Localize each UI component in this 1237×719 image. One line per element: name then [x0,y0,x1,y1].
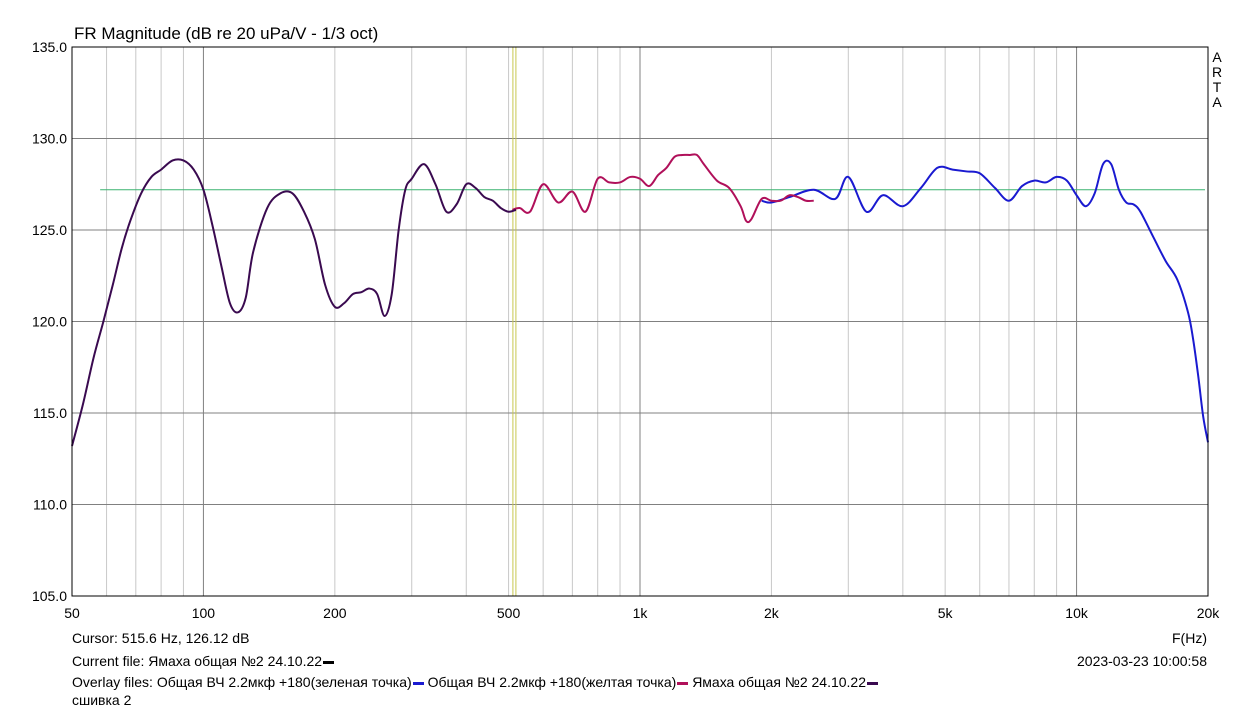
y-tick-label: 120.0 [32,314,67,330]
cursor-readout: Cursor: 515.6 Hz, 126.12 dB [72,630,250,646]
overlay-file-3: Ямаха общая №2 24.10.22 [692,674,866,690]
current-file-swatch [323,660,335,664]
overlay-file-3-swatch [867,681,878,685]
series-line-2 [512,153,814,224]
x-tick-label: 5k [938,605,954,621]
overlay-file-1: Общая ВЧ 2.2мкф +180(зеленая точка) [156,674,412,690]
y-tick-label: 130.0 [32,131,67,147]
x-tick-labels: 50 100 200 500 1k 2k 5k 10k 20k [64,605,1220,621]
overlay-files-continued: сшивка 2 [72,692,132,708]
plot-frame [71,46,1209,597]
x-tick-label: 10k [1065,605,1089,621]
y-tick-labels: 135.0 130.0 125.0 120.0 115.0 110.0 105.0 [32,39,67,604]
series-line-3 [71,158,517,447]
x-tick-label: 200 [323,605,347,621]
y-tick-label: 105.0 [32,588,67,604]
overlay-files-label: Overlay files: [72,674,153,690]
timestamp: 2023-03-23 10:00:58 [1077,653,1207,669]
x-tick-label: 2k [764,605,780,621]
x-tick-label: 1k [633,605,649,621]
y-tick-label: 125.0 [32,222,67,238]
chart-title: FR Magnitude (dB re 20 uPa/V - 1/3 oct) [74,24,378,43]
frequency-axis-label: F(Hz) [1172,630,1207,646]
x-tick-label: 500 [497,605,521,621]
series-lines [71,153,1209,447]
y-tick-label: 110.0 [33,497,67,513]
current-file-label: Current file: Ямаха общая №2 24.10.22 [72,653,323,669]
series-line-1 [761,159,1209,443]
chart-grid [72,46,1208,597]
y-tick-label: 115.0 [33,405,67,421]
x-tick-label: 50 [64,605,80,621]
y-tick-label: 135.0 [32,39,67,55]
current-file: Current file: Ямаха общая №2 24.10.22 [72,653,335,669]
overlay-file-2: Общая ВЧ 2.2мкф +180(желтая точка) [427,674,677,690]
x-tick-label: 20k [1197,605,1221,621]
overlay-file-2-swatch [677,681,689,685]
overlay-files: Overlay files: Общая ВЧ 2.2мкф +180(зеле… [72,674,878,690]
overlay-file-1-swatch [412,681,424,685]
x-tick-label: 100 [192,605,216,621]
